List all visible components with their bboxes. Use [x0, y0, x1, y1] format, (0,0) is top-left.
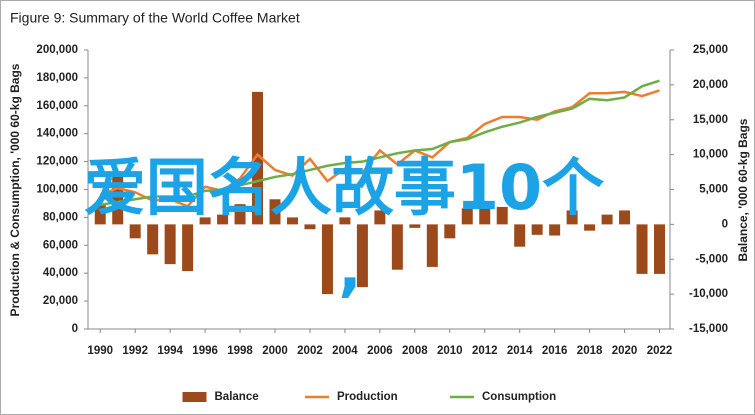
y2-tick-label: 20,000 — [693, 79, 728, 91]
y2-tick-label: -15,000 — [689, 323, 728, 335]
y2-tick-label: -10,000 — [689, 288, 728, 300]
x-tick-label: 2012 — [472, 345, 498, 357]
bar — [444, 224, 456, 239]
y-tick-label: 60,000 — [43, 239, 78, 251]
y2-tick-label: 10,000 — [693, 149, 728, 161]
bar — [549, 224, 561, 236]
line — [99, 89, 660, 208]
bar — [601, 214, 613, 225]
plot-area: 0 20,000 40,000 60,000 80,000 100,000 120,000 1… — [36, 44, 728, 357]
bar — [619, 210, 631, 225]
y2-tick-label: 25,000 — [693, 44, 728, 56]
bar — [461, 208, 473, 225]
x-tick-label: 1992 — [122, 345, 148, 357]
y2-tick-label: 5,000 — [699, 184, 728, 196]
y-tick-label: 100,000 — [36, 184, 78, 196]
bar — [217, 214, 229, 225]
bar — [286, 217, 298, 225]
bar — [147, 224, 159, 255]
x-tick-label: 2022 — [647, 345, 673, 357]
legend-swatch — [182, 392, 207, 402]
bar — [496, 206, 508, 225]
y-axis-label: Production & Consumption, '000 60-kg Bag… — [8, 63, 22, 316]
bar — [409, 224, 421, 228]
bar — [514, 224, 526, 247]
x-tick-label: 1990 — [87, 345, 113, 357]
bar — [654, 224, 666, 274]
x-tick-label: 2000 — [262, 345, 288, 357]
bar — [566, 210, 578, 225]
y-tick-label: 20,000 — [43, 295, 78, 307]
bar — [356, 224, 368, 288]
legend-label: Balance — [215, 391, 259, 403]
y2-tick-label: 15,000 — [693, 114, 728, 126]
x-tick-label: 2004 — [332, 345, 358, 357]
bar — [252, 91, 264, 225]
y-tick-label: 180,000 — [36, 72, 78, 84]
bar — [112, 172, 124, 225]
x-tick-label: 2014 — [507, 345, 533, 357]
x-tick-label: 1996 — [192, 345, 218, 357]
bar — [391, 224, 403, 270]
y-tick-label: 40,000 — [43, 267, 78, 279]
bar — [129, 224, 141, 239]
bar — [636, 224, 648, 274]
x-tick-label: 2006 — [367, 345, 393, 357]
bar — [304, 224, 316, 230]
y-tick-label: 160,000 — [36, 100, 78, 112]
bar — [199, 217, 211, 225]
bar — [339, 217, 351, 225]
bar — [269, 199, 281, 225]
y-tick-label: 140,000 — [36, 128, 78, 140]
x-tick-label: 2010 — [437, 345, 463, 357]
x-tick-label: 2002 — [297, 345, 323, 357]
bar — [234, 204, 246, 225]
x-tick-label: 2008 — [402, 345, 428, 357]
legend-label: Production — [337, 391, 398, 403]
bar — [182, 224, 194, 272]
y2-tick-label: 0 — [722, 218, 728, 230]
bar — [374, 210, 386, 225]
bar — [531, 224, 543, 235]
overlay-text: 爱国名人故事10个 — [84, 151, 604, 224]
bar — [321, 224, 333, 295]
x-tick-label: 2018 — [577, 345, 603, 357]
bar — [584, 224, 596, 231]
y-tick-label: 200,000 — [36, 44, 78, 56]
y-tick-label: 120,000 — [36, 156, 78, 168]
y2-tick-label: -5,000 — [695, 253, 728, 265]
x-tick-label: 1998 — [227, 345, 253, 357]
bar — [164, 224, 176, 265]
legend-label: Consumption — [482, 391, 556, 403]
bar — [426, 224, 438, 267]
bar — [94, 203, 106, 225]
y2-axis-label: Balance, '000 60-kg Bags — [736, 118, 750, 261]
y-tick-label: 0 — [72, 323, 78, 335]
x-tick-label: 2020 — [612, 345, 638, 357]
chart-title: Figure 9: Summary of the World Coffee Ma… — [10, 10, 300, 26]
overlay-comma: , — [338, 231, 362, 304]
y-tick-label: 80,000 — [43, 211, 78, 223]
x-tick-label: 2016 — [542, 345, 568, 357]
bar — [479, 203, 491, 225]
line — [100, 79, 660, 207]
x-tick-label: 1994 — [157, 345, 183, 357]
